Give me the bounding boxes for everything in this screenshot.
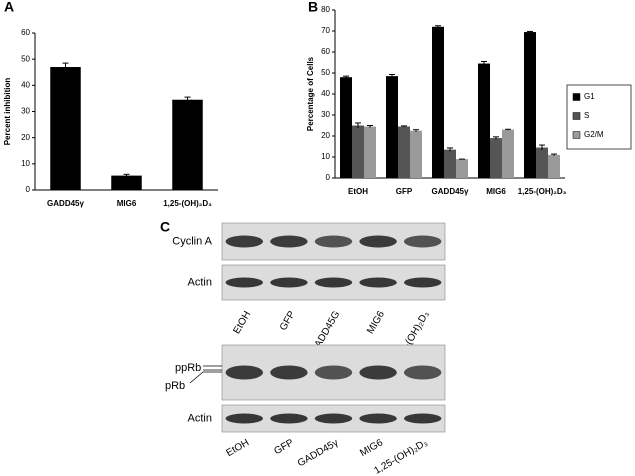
x-tick-label: GADD45γ — [47, 199, 84, 208]
lane-label: GADD45γ — [296, 437, 340, 469]
bar — [432, 26, 444, 178]
blot-band — [270, 277, 308, 288]
blot-band — [359, 413, 397, 424]
bar — [456, 159, 468, 178]
bar — [364, 126, 376, 178]
y-tick-label: 50 — [21, 54, 30, 63]
bar — [536, 147, 548, 178]
y-tick-label: 60 — [321, 47, 330, 56]
blot-band — [270, 413, 308, 424]
bar — [398, 126, 410, 178]
blot-band — [225, 365, 264, 380]
blot-band — [225, 235, 264, 248]
x-tick-label: EtOH — [348, 187, 368, 196]
y-tick-label: 80 — [321, 5, 330, 14]
x-tick-label: GADD45γ — [432, 187, 469, 196]
legend-label: S — [584, 111, 589, 120]
panel-label: C — [160, 219, 170, 235]
y-tick-label: 0 — [26, 185, 31, 194]
x-tick-label: GFP — [396, 187, 413, 196]
legend-swatch — [572, 131, 581, 139]
bar — [502, 129, 514, 178]
x-tick-label: 1,25-(OH)₂D₃ — [518, 187, 567, 196]
blot-band — [359, 235, 397, 248]
bar — [172, 99, 203, 190]
blot-band — [225, 413, 264, 424]
blot-band — [359, 365, 397, 380]
band-label: ppRb — [175, 362, 201, 374]
bar — [111, 175, 142, 190]
lane-label: EtOH — [231, 309, 253, 336]
y-tick-label: 60 — [21, 28, 30, 37]
band-pointer — [189, 371, 222, 384]
y-tick-label: 30 — [321, 110, 330, 119]
blot-band — [270, 365, 308, 380]
lane-label: EtOH — [224, 437, 251, 459]
y-tick-label: 50 — [321, 68, 330, 77]
y-tick-label: 40 — [21, 80, 30, 89]
blot-band — [314, 365, 353, 380]
lane-label: MIG6 — [358, 437, 385, 459]
blot-band — [270, 235, 308, 248]
y-tick-label: 0 — [326, 173, 331, 182]
blot-band — [403, 413, 442, 424]
y-axis-label: Percentage of Cells — [306, 56, 315, 131]
blot-band — [225, 277, 264, 288]
blot-band — [314, 235, 353, 248]
bar — [478, 63, 490, 178]
band-label: Cyclin A — [172, 235, 212, 247]
bar — [340, 77, 352, 178]
bar — [410, 130, 422, 178]
legend-swatch — [572, 93, 581, 101]
y-tick-label: 10 — [321, 152, 330, 161]
x-tick-label: MIG6 — [117, 199, 137, 208]
y-tick-label: 70 — [321, 26, 330, 35]
band-label: pRb — [165, 380, 185, 392]
y-tick-label: 10 — [21, 159, 30, 168]
blot-band — [403, 365, 442, 380]
panel-label: B — [308, 0, 318, 15]
y-axis-label: Percent inhibition — [3, 78, 12, 146]
bar — [524, 32, 536, 178]
loading-label: Actin — [188, 276, 212, 288]
bar — [50, 67, 81, 190]
y-tick-label: 20 — [321, 131, 330, 140]
x-tick-label: MIG6 — [486, 187, 506, 196]
lane-label: GFP — [278, 309, 298, 333]
bar — [444, 149, 456, 178]
y-tick-label: 40 — [321, 89, 330, 98]
loading-label: Actin — [188, 412, 212, 424]
bar — [386, 76, 398, 178]
legend-swatch — [572, 112, 581, 120]
blot-band — [359, 277, 397, 288]
legend-label: G1 — [584, 92, 595, 101]
bar — [548, 154, 560, 178]
panel-label: A — [4, 0, 14, 15]
lane-label: GFP — [272, 437, 296, 457]
x-tick-label: 1,25-(OH)₂D₃ — [163, 199, 212, 208]
bar — [352, 125, 364, 178]
bar — [490, 138, 502, 178]
blot-band — [403, 277, 442, 288]
blot-band — [403, 235, 442, 248]
blot-band — [314, 277, 353, 288]
legend-label: G2/M — [584, 130, 604, 139]
blot-band — [314, 413, 353, 424]
lane-label: MIG6 — [365, 309, 387, 336]
y-tick-label: 20 — [21, 133, 30, 142]
y-tick-label: 30 — [21, 107, 30, 116]
